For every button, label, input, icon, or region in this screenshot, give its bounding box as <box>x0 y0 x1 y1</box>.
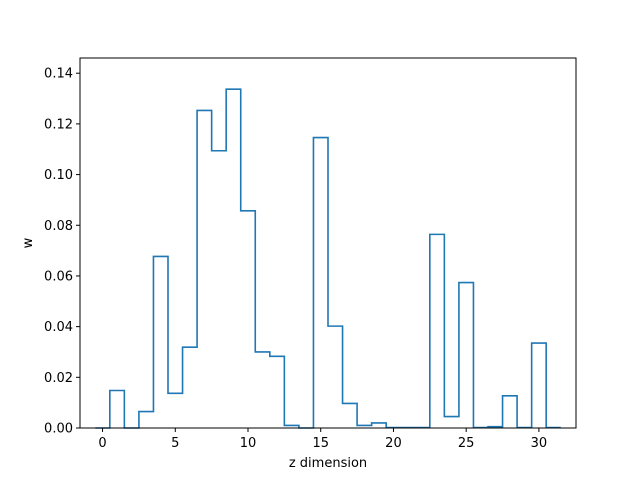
y-axis: 0.00 0.02 0.04 0.06 0.08 0.10 0.12 0.14 <box>44 67 80 437</box>
x-tick-label: 0 <box>98 436 106 451</box>
y-axis-label: w <box>21 237 36 248</box>
x-tick-label: 10 <box>240 436 257 451</box>
y-tick-label: 0.14 <box>44 67 73 82</box>
histogram-step-line <box>95 88 561 429</box>
y-tick-label: 0.10 <box>44 168 73 183</box>
x-tick-label: 30 <box>531 436 548 451</box>
y-tick-label: 0.08 <box>44 219 73 234</box>
x-tick-label: 20 <box>385 436 402 451</box>
y-tick-label: 0.06 <box>44 269 73 284</box>
x-axis: 0 5 10 15 20 25 30 <box>98 428 547 451</box>
x-tick-label: 5 <box>171 436 179 451</box>
x-axis-label: z dimension <box>289 456 367 471</box>
plot-area <box>95 88 561 429</box>
plot-frame <box>79 57 577 429</box>
y-tick-label: 0.04 <box>44 320 73 335</box>
x-tick-label: 25 <box>458 436 475 451</box>
y-tick-label: 0.00 <box>44 422 73 437</box>
y-tick-label: 0.02 <box>44 371 73 386</box>
x-tick-label: 15 <box>312 436 329 451</box>
y-tick-label: 0.12 <box>44 117 73 132</box>
